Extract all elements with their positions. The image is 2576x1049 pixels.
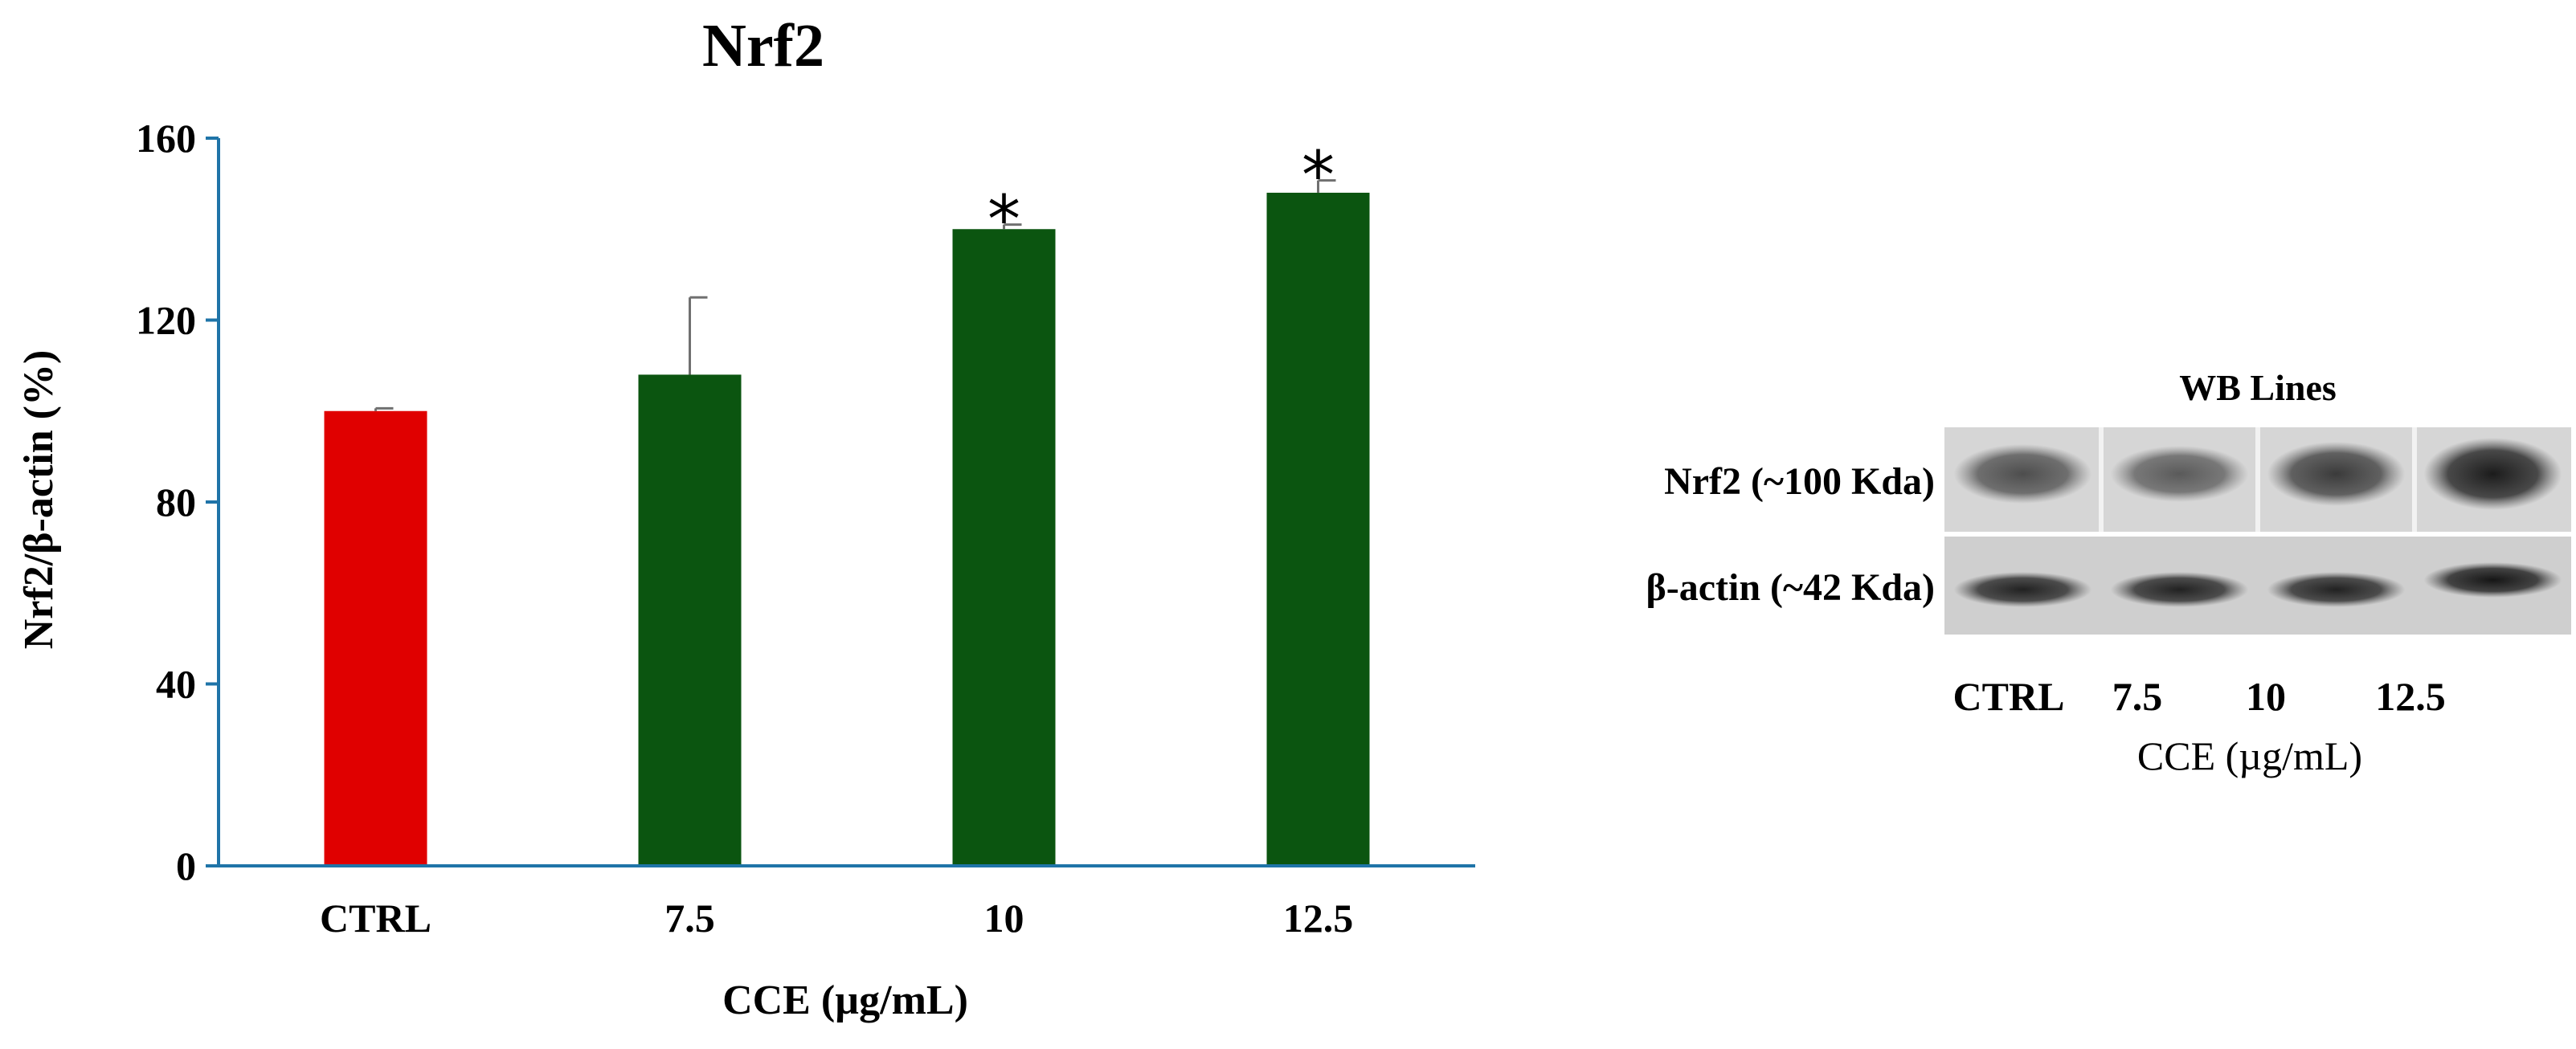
error-bar-3 (1317, 179, 1336, 193)
bars-layer (324, 192, 1370, 866)
error-bars-layer (374, 179, 1336, 411)
blot-band-0-0 (1953, 444, 2092, 504)
y-axis-label: Nrf2/β-actin (%) (16, 350, 62, 650)
blot-band-0-3 (2423, 438, 2562, 510)
blot-row-label-1: β-actin (~42 Kda) (1646, 566, 1935, 609)
y-tick-label-3: 120 (136, 298, 196, 343)
y-tick-label-2: 80 (156, 480, 196, 524)
error-bar-2 (1003, 223, 1022, 230)
blot-band-1-3 (2423, 562, 2562, 598)
y-tick-label-4: 160 (136, 116, 196, 161)
western-blot-panel: WB Lines Nrf2 (~100 Kda) β-actin (~42 Kda… (1646, 367, 2571, 778)
significance-marker-3: * (1302, 138, 1335, 214)
blot-row-label-0: Nrf2 (~100 Kda) (1664, 460, 1935, 503)
chart-title: Nrf2 (702, 12, 824, 80)
blot-band-1-1 (2110, 572, 2249, 607)
blot-lane-label-1: 7.5 (2112, 674, 2163, 719)
y-tick-label-1: 40 (156, 662, 196, 707)
significance-marker-2: * (987, 182, 1020, 259)
blot-band-1-2 (2267, 572, 2406, 607)
blot-band-1-0 (1953, 572, 2092, 607)
x-tick-label-2: 10 (984, 896, 1024, 941)
blot-lane-label-3: 12.5 (2375, 674, 2446, 719)
bar-chart: Nrf2 Nrf2/β-actin (%) CCE (µg/mL) CTRL 7.… (16, 12, 1475, 1023)
y-tick-label-0: 0 (176, 843, 196, 888)
x-tick-label-0: CTRL (320, 896, 431, 941)
blot-lane-label-0: CTRL (1953, 674, 2065, 719)
x-axis-label: CCE (µg/mL) (722, 978, 968, 1023)
blot-x-label: CCE (µg/mL) (2137, 733, 2362, 778)
blot-band-0-2 (2267, 442, 2406, 506)
blot-image: Nrf2 (~100 Kda) β-actin (~42 Kda) CTRL 7.5 1… (1646, 427, 2571, 719)
error-bar-1 (689, 296, 708, 375)
bar-2 (952, 229, 1056, 866)
tick-labels-layer: CTRL 7.5 * 10 * 12.5 0 40 80 120 160 (136, 116, 1353, 941)
error-bar-0 (374, 406, 394, 411)
blot-band-0-1 (2110, 446, 2249, 502)
x-tick-label-3: 12.5 (1283, 896, 1354, 941)
blot-lane-label-2: 10 (2246, 674, 2286, 719)
blot-title: WB Lines (2179, 367, 2337, 408)
bar-0 (324, 410, 427, 866)
x-tick-label-1: 7.5 (664, 896, 715, 941)
axes-layer (206, 137, 1475, 867)
bar-1 (638, 374, 742, 866)
bar-3 (1266, 192, 1370, 866)
